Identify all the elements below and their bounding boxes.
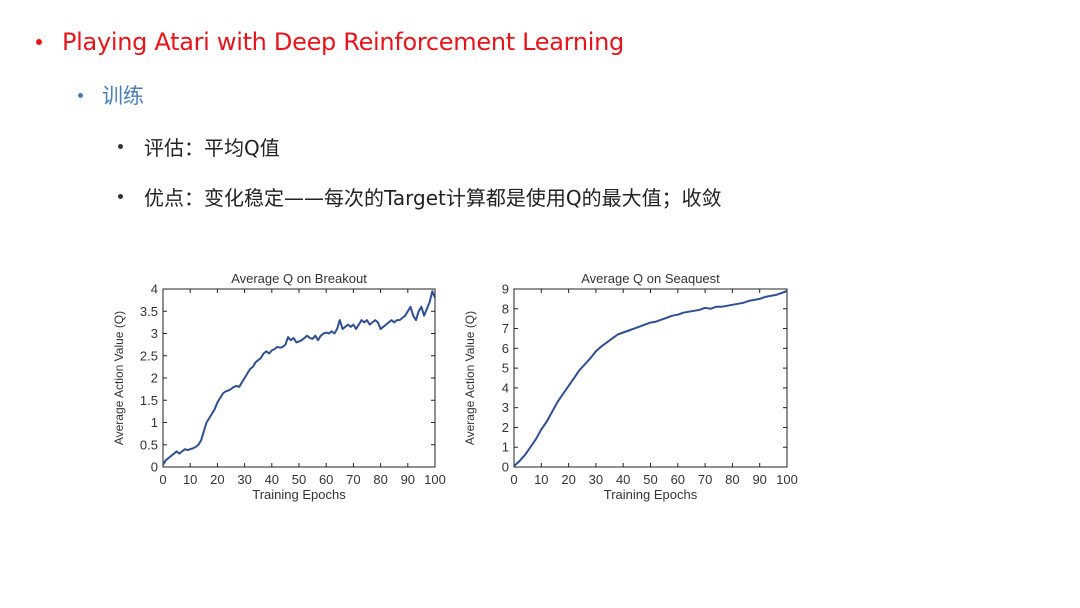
x-tick-label: 10 bbox=[534, 472, 548, 487]
y-tick-label: 1.5 bbox=[140, 393, 158, 408]
y-tick-label: 6 bbox=[502, 341, 509, 356]
y-tick-label: 3.5 bbox=[140, 304, 158, 319]
subtopic-text: 训练 bbox=[102, 84, 144, 108]
y-tick-label: 4 bbox=[151, 282, 158, 297]
x-tick-label: 30 bbox=[237, 472, 251, 487]
bullet-dot bbox=[36, 39, 42, 45]
x-axis-label: Training Epochs bbox=[252, 487, 346, 502]
x-tick-label: 60 bbox=[671, 472, 685, 487]
x-tick-label: 80 bbox=[725, 472, 739, 487]
y-tick-label: 2 bbox=[502, 420, 509, 435]
y-tick-label: 3 bbox=[502, 400, 509, 415]
x-tick-label: 0 bbox=[159, 472, 166, 487]
bullet-dot bbox=[118, 143, 123, 149]
point-evaluation-text: 评估：平均Q值 bbox=[144, 135, 280, 160]
chart-title: Average Q on Breakout bbox=[231, 271, 367, 286]
y-tick-label: 1 bbox=[151, 415, 158, 430]
y-tick-label: 0 bbox=[151, 460, 158, 475]
x-tick-label: 80 bbox=[373, 472, 387, 487]
y-tick-label: 7 bbox=[502, 321, 509, 336]
bullet-dot bbox=[118, 193, 123, 199]
y-tick-label: 8 bbox=[502, 301, 509, 316]
y-tick-label: 2.5 bbox=[140, 348, 158, 363]
x-tick-label: 90 bbox=[401, 472, 415, 487]
x-tick-label: 70 bbox=[346, 472, 360, 487]
x-axis-label: Training Epochs bbox=[604, 487, 698, 502]
subtopic: 训练 bbox=[78, 78, 144, 112]
y-axis-label: Average Action Value (Q) bbox=[112, 311, 126, 445]
series-line bbox=[162, 290, 436, 466]
x-tick-label: 100 bbox=[424, 472, 446, 487]
x-tick-label: 20 bbox=[561, 472, 575, 487]
y-tick-label: 0 bbox=[502, 460, 509, 475]
chart-title: Average Q on Seaquest bbox=[581, 271, 720, 286]
y-tick-label: 0.5 bbox=[140, 437, 158, 452]
x-tick-label: 50 bbox=[292, 472, 306, 487]
x-tick-label: 30 bbox=[589, 472, 603, 487]
y-tick-label: 4 bbox=[502, 380, 509, 395]
x-tick-label: 20 bbox=[210, 472, 224, 487]
x-tick-label: 60 bbox=[319, 472, 333, 487]
y-tick-label: 9 bbox=[502, 282, 509, 297]
y-tick-label: 2 bbox=[151, 371, 158, 386]
slide-title: Playing Atari with Deep Reinforcement Le… bbox=[36, 24, 624, 60]
plot-frame bbox=[513, 288, 788, 468]
point-advantage-text: 优点：变化稳定——每次的Target计算都是使用Q的最大值；收敛 bbox=[144, 185, 722, 210]
x-tick-label: 10 bbox=[183, 472, 197, 487]
x-tick-label: 100 bbox=[776, 472, 798, 487]
x-tick-label: 50 bbox=[643, 472, 657, 487]
bullet-dot bbox=[78, 92, 83, 98]
point-evaluation: 评估：平均Q值 bbox=[118, 130, 280, 162]
plot-frame bbox=[162, 288, 436, 468]
x-tick-label: 40 bbox=[265, 472, 279, 487]
y-tick-label: 3 bbox=[151, 326, 158, 341]
x-tick-label: 0 bbox=[510, 472, 517, 487]
x-tick-label: 40 bbox=[616, 472, 630, 487]
y-tick-label: 5 bbox=[502, 361, 509, 376]
x-tick-label: 90 bbox=[752, 472, 766, 487]
series-line bbox=[513, 290, 788, 467]
slide-title-text: Playing Atari with Deep Reinforcement Le… bbox=[62, 28, 624, 56]
y-tick-label: 1 bbox=[502, 440, 509, 455]
x-tick-label: 70 bbox=[698, 472, 712, 487]
point-advantage: 优点：变化稳定——每次的Target计算都是使用Q的最大值；收敛 bbox=[118, 180, 722, 212]
y-axis-label: Average Action Value (Q) bbox=[463, 311, 477, 445]
